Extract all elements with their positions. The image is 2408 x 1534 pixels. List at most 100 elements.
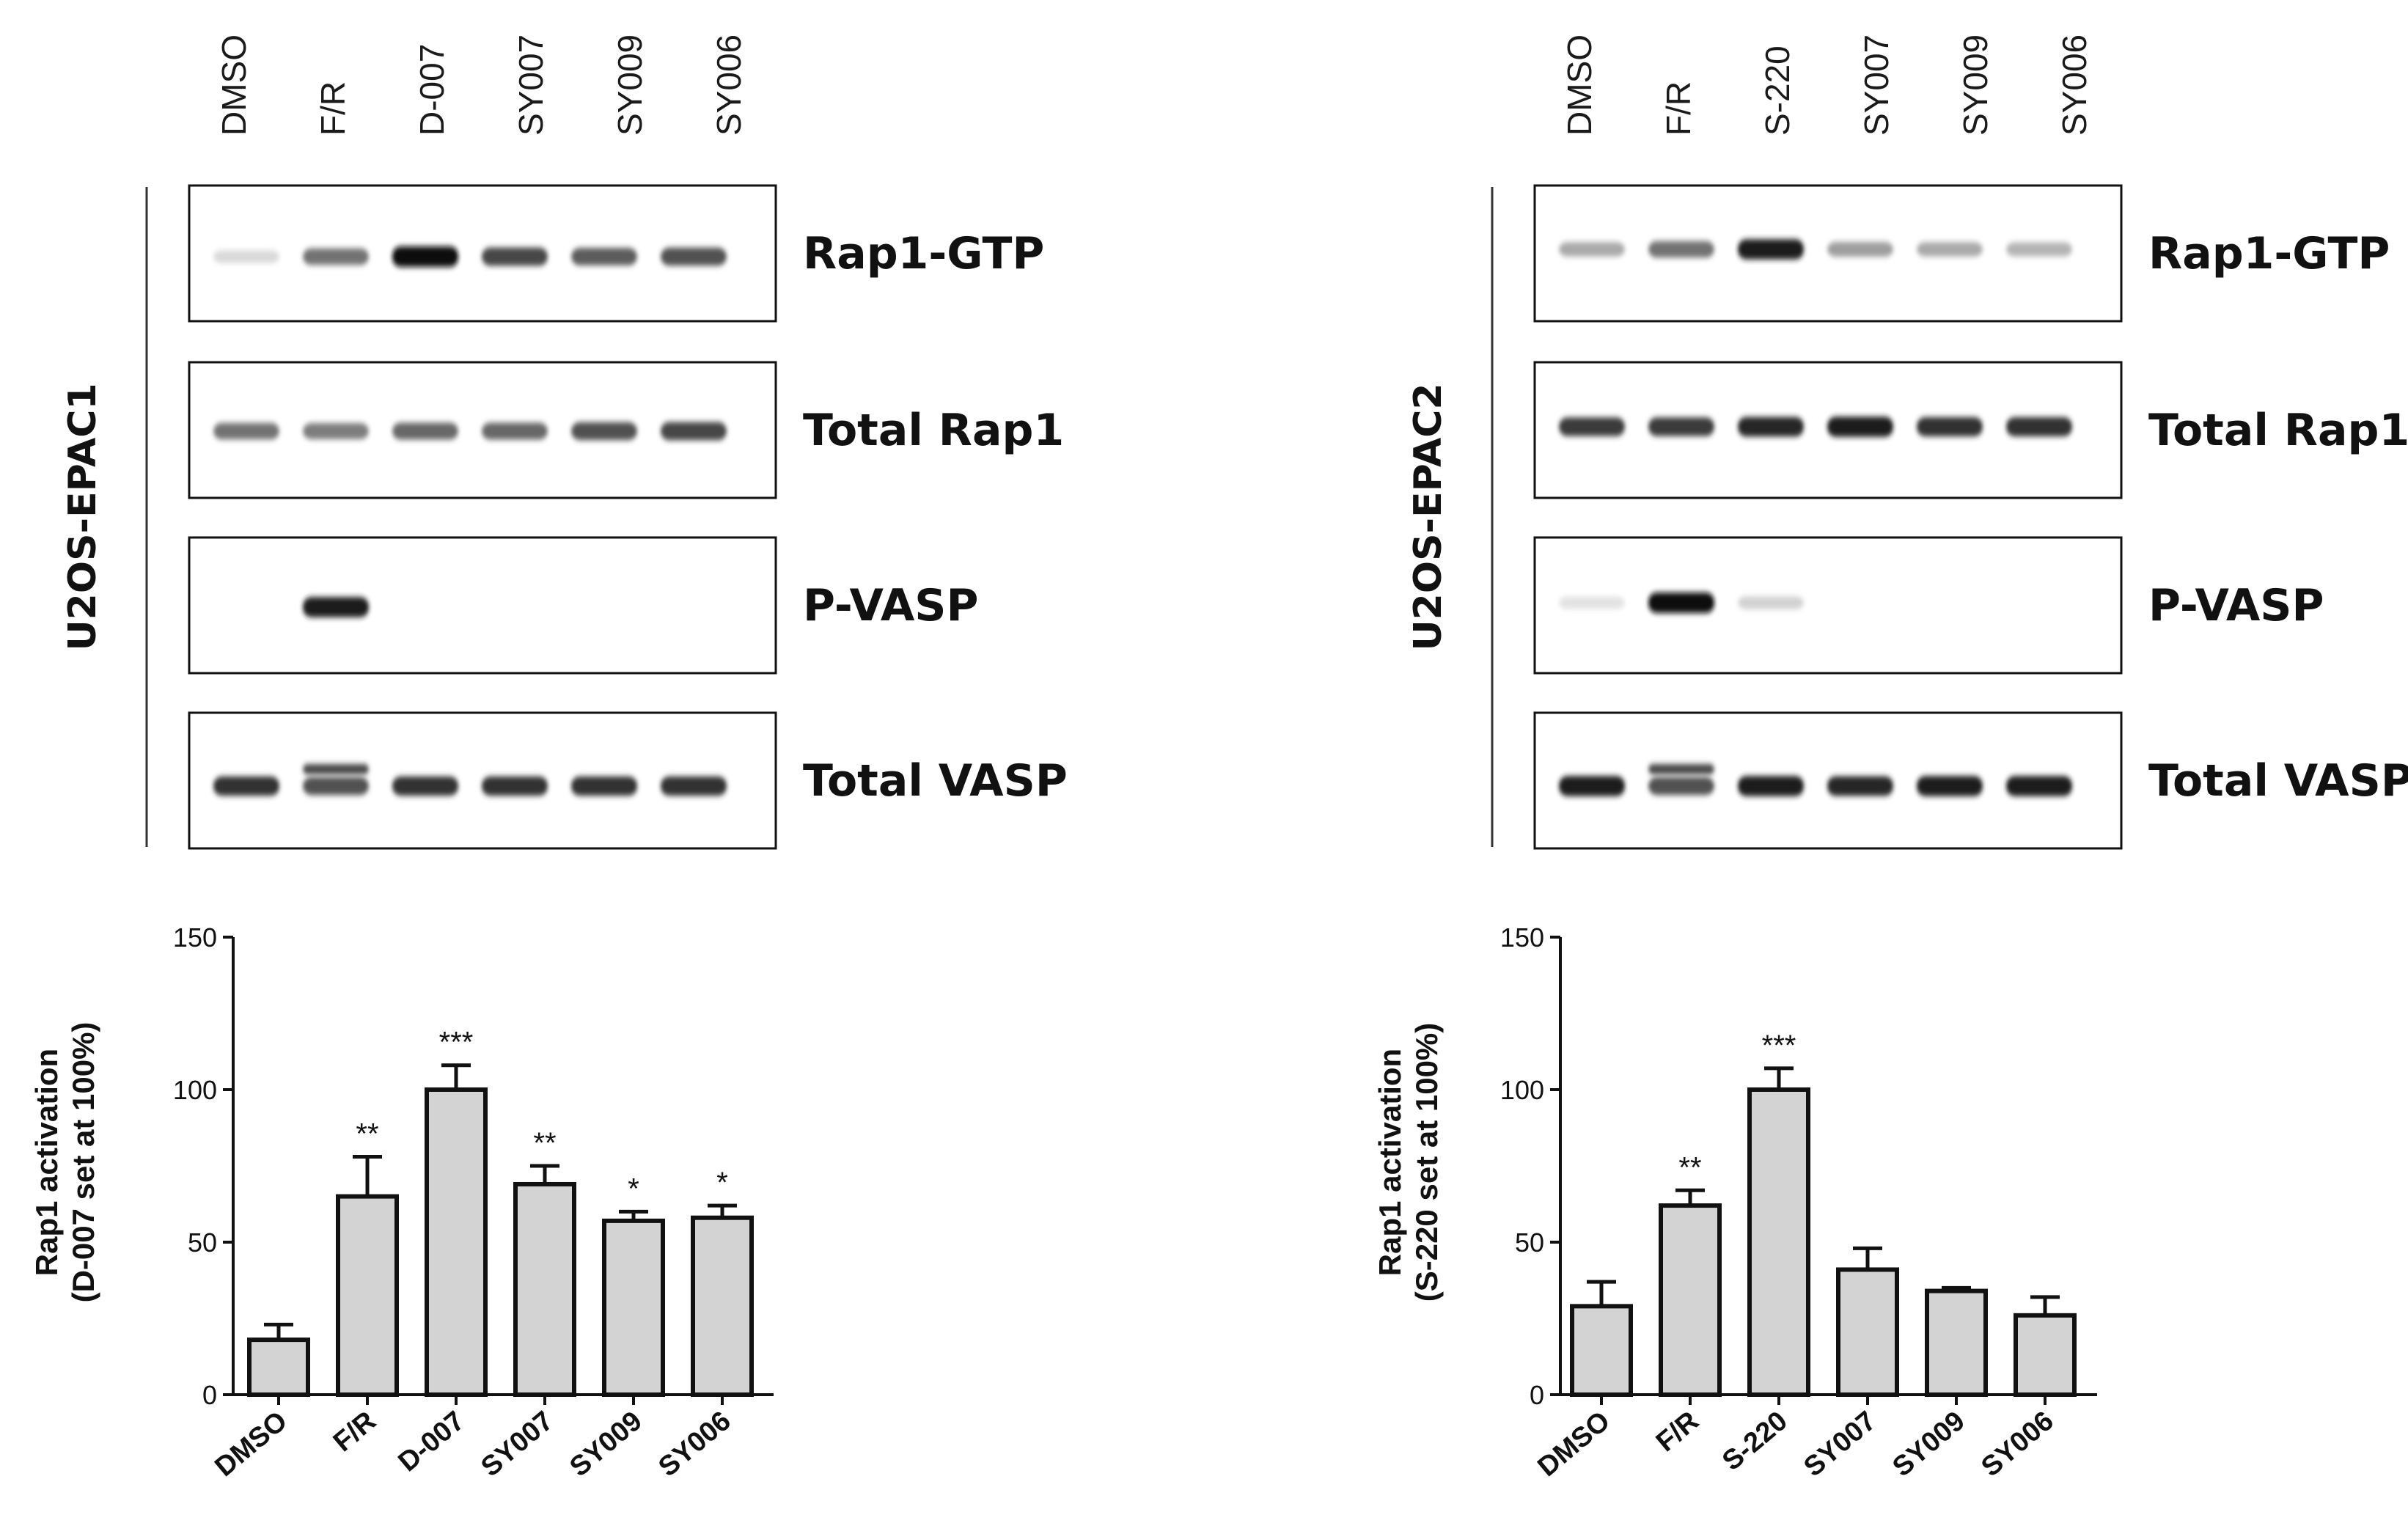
blot-band — [1648, 241, 1714, 258]
protein-label: Rap1-GTP — [2148, 228, 2390, 279]
blot-band — [661, 422, 727, 441]
significance-label: *** — [1762, 1030, 1796, 1062]
blot-band — [1559, 242, 1625, 257]
lane-label: SY006 — [710, 34, 748, 136]
x-tick-label: S-220 — [1717, 1406, 1794, 1477]
y-axis-subtitle: (D-007 set at 100%) — [66, 1022, 100, 1303]
blot-band — [1559, 776, 1625, 796]
y-tick-label: 0 — [1530, 1380, 1544, 1410]
y-tick-label: 150 — [173, 922, 217, 953]
blot-band — [303, 777, 369, 796]
bar-chart-epac1: Rap1 activation (D-007 set at 100%) 0 50 1… — [29, 922, 774, 1483]
blot-band — [661, 776, 727, 796]
blot-band — [1648, 417, 1714, 436]
bar — [425, 1087, 488, 1397]
x-tick-label: SY006 — [1975, 1406, 2059, 1483]
protein-label: Rap1-GTP — [803, 228, 1044, 279]
y-tick-label: 150 — [1500, 922, 1544, 953]
significance-label: ** — [1678, 1151, 1701, 1183]
lane-label: F/R — [314, 81, 352, 136]
bar — [1836, 1267, 1899, 1397]
blot-row-rap1-gtp: Rap1-GTP — [1533, 184, 2390, 323]
lane-label: SY007 — [512, 34, 550, 136]
blot-row-rap1-gtp: Rap1-GTP — [188, 184, 1044, 323]
y-axis-title: Rap1 activation — [29, 1049, 64, 1276]
blot-band — [1648, 777, 1714, 796]
blot-panel-epac2: DMSO F/R S-220 SY007 SY009 SY006 U2OS-EP… — [1406, 34, 2408, 850]
lane-label: S-220 — [1758, 45, 1796, 136]
y-tick-label: 100 — [1500, 1075, 1544, 1105]
cell-line-label: U2OS-EPAC2 — [1406, 383, 1450, 650]
y-axis-subtitle: (S-220 set at 100%) — [1409, 1023, 1444, 1302]
x-tick-label: D-007 — [393, 1406, 471, 1478]
cell-line-label: U2OS-EPAC1 — [61, 383, 105, 650]
blot-band — [2006, 242, 2072, 257]
blot-band — [1648, 592, 1714, 613]
significance-label: *** — [439, 1027, 474, 1059]
protein-label: Total Rap1 — [803, 405, 1064, 456]
protein-label: Total VASP — [803, 755, 1068, 807]
y-tick-label: 100 — [173, 1075, 217, 1105]
y-axis-title: Rap1 activation — [1373, 1049, 1407, 1276]
protein-label: P-VASP — [803, 580, 978, 631]
lane-labels-epac1: DMSO F/R D-007 SY007 SY009 SY006 — [215, 34, 748, 136]
blot-band — [1738, 776, 1804, 796]
blot-row-total-rap1: Total Rap1 — [188, 361, 1064, 499]
lane-label: SY009 — [611, 34, 649, 136]
bar — [1925, 1288, 1988, 1398]
lane-label: SY006 — [2055, 34, 2093, 136]
blot-band — [1738, 239, 1804, 260]
blot-band — [303, 248, 369, 265]
significance-label: ** — [356, 1118, 378, 1150]
y-tick-label: 0 — [202, 1380, 217, 1410]
blot-panel-epac1: DMSO F/R D-007 SY007 SY009 SY006 U2OS-EP… — [61, 34, 1068, 850]
blot-band — [1738, 416, 1804, 437]
x-tick-label: SY007 — [1798, 1406, 1882, 1483]
lane-label: SY007 — [1857, 34, 1895, 136]
blot-band — [1827, 241, 1893, 257]
blot-band — [482, 776, 548, 796]
protein-label: P-VASP — [2148, 580, 2324, 631]
x-tick-label: SY009 — [1887, 1406, 1970, 1483]
x-tick-label: SY007 — [475, 1406, 559, 1483]
bar — [602, 1218, 665, 1397]
blot-frame — [188, 536, 777, 675]
lane-label: DMSO — [215, 34, 253, 136]
significance-label: * — [716, 1167, 728, 1199]
blot-band — [392, 422, 458, 440]
blot-row-total-vasp: Total VASP — [1533, 711, 2408, 850]
blot-band — [1559, 596, 1625, 609]
x-tick-label: DMSO — [1532, 1406, 1615, 1483]
blot-band — [2006, 416, 2072, 437]
x-tick-label: F/R — [1651, 1406, 1705, 1458]
bar — [247, 1337, 310, 1397]
blot-band — [303, 423, 369, 439]
blot-band — [1827, 776, 1893, 796]
x-tick-label: SY006 — [653, 1406, 736, 1483]
protein-label: Total Rap1 — [2148, 405, 2408, 456]
y-tick-label: 50 — [1515, 1227, 1544, 1258]
bar — [1570, 1304, 1633, 1397]
bar — [1659, 1203, 1722, 1397]
blot-band — [392, 246, 458, 267]
blot-band — [213, 422, 279, 440]
blot-band — [1917, 416, 1983, 437]
blot-band — [1917, 776, 1983, 796]
bar — [513, 1181, 576, 1397]
blot-band — [571, 422, 637, 441]
blot-row-total-vasp: Total VASP — [188, 711, 1068, 850]
bar — [1747, 1087, 1810, 1397]
blot-band — [482, 247, 548, 266]
bar-chart-epac2: Rap1 activation (S-220 set at 100%) 0 50 1… — [1373, 922, 2097, 1483]
blot-row-p-vasp: P-VASP — [188, 536, 978, 675]
blot-band — [2006, 776, 2072, 796]
lane-label: D-007 — [413, 44, 451, 136]
significance-label: ** — [533, 1127, 556, 1159]
y-tick-label: 50 — [188, 1227, 217, 1258]
blot-frame — [1533, 536, 2123, 675]
blot-row-p-vasp: P-VASP — [1533, 536, 2324, 675]
blot-band — [1917, 242, 1983, 257]
bar — [336, 1194, 399, 1397]
blot-band — [1738, 596, 1804, 609]
